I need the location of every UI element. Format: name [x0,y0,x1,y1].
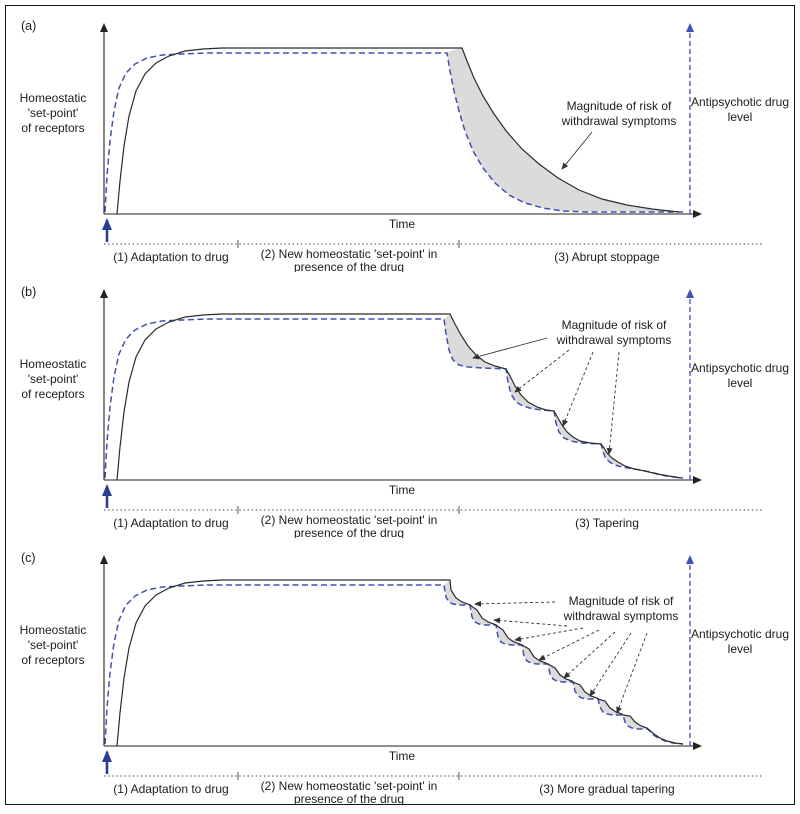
annotation-arrow [606,351,620,455]
panel-label: (a) [21,19,36,33]
annotation-arrow [474,600,556,607]
annotation-arrow [472,337,548,360]
panel-a: (a) Homeostatic 'set-point' of receptors… [6,6,794,272]
withdrawal-risk-area [506,369,554,411]
annotation-arrows [474,600,648,714]
y-axis-label-line: of receptors [21,121,84,135]
x-axis-label: Time [389,749,416,763]
phase-2-label-line2: presence of the drug [294,792,404,804]
annotation-text-line: Magnitude of risk of [567,99,672,113]
annotation-arrow [563,631,616,679]
annotation-text-line: withdrawal symptoms [563,609,679,623]
drug-axis-label-line: Antipsychotic drug [691,361,789,375]
annotation-arrow [514,349,570,393]
annotation-text-line: withdrawal symptoms [556,333,672,347]
phase-2-label-line2: presence of the drug [294,260,404,272]
x-axis-label: Time [389,483,416,497]
y-axis-label-line: 'set-point' [28,372,79,386]
phase-2-label-line1: (2) New homeostatic 'set-point' in [261,513,438,527]
panel-label: (b) [21,285,36,299]
annotation-text-line: withdrawal symptoms [561,114,677,128]
panel-c: (c) Homeostatic 'set-point' of receptors… [6,538,794,804]
y-axis-label-line: of receptors [21,653,84,667]
set-point-curve [116,579,684,747]
phase-3-label: (3) More gradual tapering [539,782,674,796]
annotation: Magnitude of risk of withdrawal symptoms [556,318,672,347]
figure-border: (a) Homeostatic 'set-point' of receptors… [5,5,795,805]
annotation-arrow [562,351,594,427]
annotation-arrow [538,629,600,661]
phase-2-label-line2: presence of the drug [294,526,404,538]
x-axis-label: Time [389,217,416,231]
y-axis-label-line: Homeostatic [20,623,87,637]
set-point-curve [116,47,680,215]
annotation-arrow [561,131,593,170]
drug-axis-label-line: level [728,376,753,390]
annotation-arrow [616,632,648,714]
withdrawal-risk-area [601,444,641,470]
withdrawal-risk-area [598,699,623,715]
annotation: Magnitude of risk of withdrawal symptoms [563,594,679,623]
y-axis-label-line: Homeostatic [20,357,87,371]
drug-axis-label: Antipsychotic drug level [691,627,789,656]
drug-level-curve [104,52,683,213]
withdrawal-risk-area [522,645,548,664]
withdrawal-risk-area [554,411,601,444]
y-axis-label: Homeostatic 'set-point' of receptors [20,357,87,401]
y-axis-label: Homeostatic 'set-point' of receptors [20,623,87,667]
y-axis-label-line: 'set-point' [28,638,79,652]
drug-axis-label: Antipsychotic drug level [691,361,789,390]
drug-axis-label-line: Antipsychotic drug [691,95,789,109]
annotation: Magnitude of risk of withdrawal symptoms [561,99,677,128]
annotation-arrows [561,131,593,170]
drug-level-curve [104,584,684,745]
annotation-arrow [493,617,568,627]
drug-axis-label-line: level [728,110,753,124]
annotation-arrows [472,337,620,455]
phase-1-label: (1) Adaptation to drug [113,250,228,264]
phase-1-label: (1) Adaptation to drug [113,516,228,530]
drug-axis-label: Antipsychotic drug level [691,95,789,124]
set-point-curve [116,313,682,481]
curves [104,579,684,747]
panel-b: (b) Homeostatic 'set-point' of receptors… [6,272,794,538]
drug-level-curve [104,318,684,479]
y-axis-label-line: of receptors [21,387,84,401]
annotation-arrow [589,632,632,697]
withdrawal-risk-area [447,48,679,212]
curves [104,313,684,481]
annotation-text-line: Magnitude of risk of [569,594,674,608]
drug-axis-label-line: level [728,642,753,656]
phase-3-label: (3) Abrupt stoppage [554,250,660,264]
withdrawal-risk-area [548,664,573,682]
annotation-arrow [514,627,584,642]
curves [104,47,683,215]
withdrawal-risk-area [444,314,506,369]
phase-2-label-line1: (2) New homeostatic 'set-point' in [261,247,438,261]
phase-2-label-line1: (2) New homeostatic 'set-point' in [261,779,438,793]
annotation-text-line: Magnitude of risk of [562,318,667,332]
panel-label: (c) [21,551,36,565]
phase-3-label: (3) Tapering [575,516,639,530]
y-axis-label-line: Homeostatic [20,91,87,105]
y-axis-label: Homeostatic 'set-point' of receptors [20,91,87,135]
drug-axis-label-line: Antipsychotic drug [691,627,789,641]
phase-1-label: (1) Adaptation to drug [113,782,228,796]
withdrawal-risk-area [444,580,470,605]
y-axis-label-line: 'set-point' [28,106,79,120]
withdrawal-risk-area [573,682,598,699]
withdrawal-risk-area [623,715,648,729]
